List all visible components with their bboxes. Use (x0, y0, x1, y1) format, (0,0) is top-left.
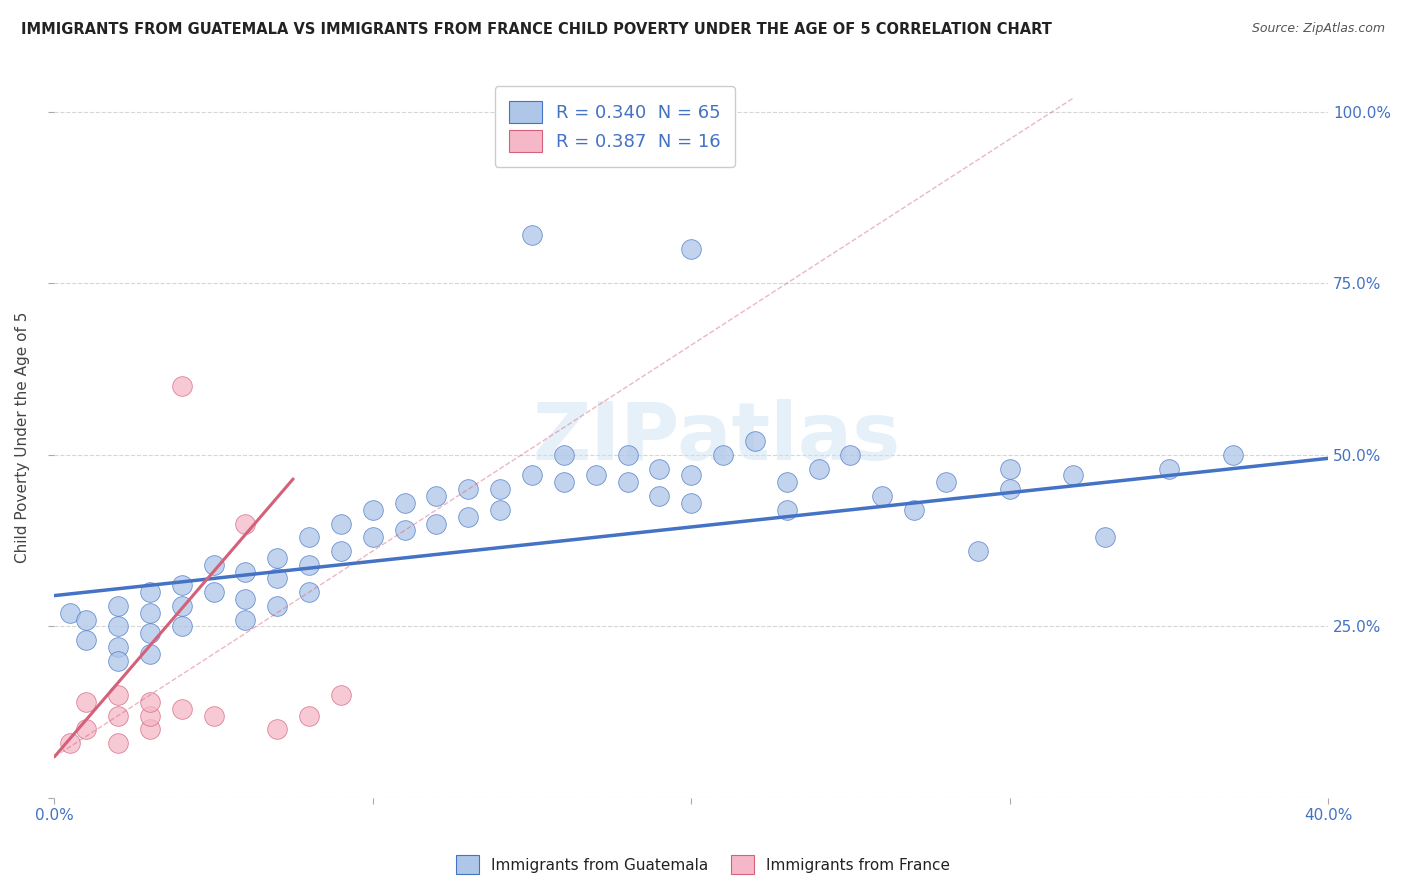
Point (170, 379, 193, 393)
Point (202, 585, 225, 599)
Point (553, 448, 575, 462)
Point (776, 503, 799, 517)
Point (425, 516, 447, 531)
Point (711, 448, 734, 462)
Point (776, 475, 799, 490)
Point (998, 482, 1021, 496)
Point (329, 688, 352, 702)
Point (139, 708, 162, 723)
Point (616, 475, 638, 490)
Point (202, 558, 225, 572)
Point (107, 736, 129, 750)
Point (170, 619, 193, 633)
Point (807, 461, 830, 475)
Point (1222, 448, 1244, 462)
Point (139, 606, 162, 620)
Point (839, 448, 862, 462)
Point (107, 688, 129, 702)
Point (872, 489, 894, 503)
Point (329, 516, 352, 531)
Point (935, 475, 957, 490)
Point (107, 654, 129, 668)
Point (202, 708, 225, 723)
Point (139, 647, 162, 661)
Point (139, 695, 162, 709)
Point (520, 228, 543, 243)
Point (744, 434, 766, 449)
Point (75, 633, 97, 648)
Point (457, 509, 479, 524)
Point (139, 626, 162, 640)
Point (139, 723, 162, 737)
Point (585, 468, 607, 483)
Point (616, 448, 638, 462)
Point (107, 640, 129, 654)
Point (170, 702, 193, 716)
Point (75, 613, 97, 627)
Point (457, 482, 479, 496)
Point (235, 516, 257, 531)
Point (966, 544, 988, 558)
Point (139, 585, 162, 599)
Point (998, 461, 1021, 475)
Point (1062, 468, 1084, 483)
Point (648, 489, 671, 503)
Point (235, 613, 257, 627)
Point (59, 606, 82, 620)
Point (1157, 461, 1180, 475)
Point (266, 571, 288, 585)
Point (329, 544, 352, 558)
Legend: Immigrants from Guatemala, Immigrants from France: Immigrants from Guatemala, Immigrants fr… (450, 849, 956, 880)
Point (394, 524, 416, 538)
Point (266, 599, 288, 613)
Point (394, 496, 416, 510)
Text: IMMIGRANTS FROM GUATEMALA VS IMMIGRANTS FROM FRANCE CHILD POVERTY UNDER THE AGE : IMMIGRANTS FROM GUATEMALA VS IMMIGRANTS … (21, 22, 1052, 37)
Point (361, 530, 384, 544)
Point (59, 736, 82, 750)
Point (648, 461, 671, 475)
Point (298, 558, 321, 572)
Point (681, 468, 703, 483)
Point (489, 482, 512, 496)
Point (235, 565, 257, 579)
Point (1094, 530, 1116, 544)
Point (266, 723, 288, 737)
Point (681, 496, 703, 510)
Point (361, 503, 384, 517)
Point (107, 619, 129, 633)
Point (553, 475, 575, 490)
Text: ZIPatlas: ZIPatlas (533, 399, 901, 476)
Point (170, 578, 193, 592)
Legend: R = 0.340  N = 65, R = 0.387  N = 16: R = 0.340 N = 65, R = 0.387 N = 16 (495, 87, 735, 167)
Point (298, 585, 321, 599)
Point (298, 530, 321, 544)
Point (425, 489, 447, 503)
Point (235, 592, 257, 607)
Text: Source: ZipAtlas.com: Source: ZipAtlas.com (1251, 22, 1385, 36)
Y-axis label: Child Poverty Under the Age of 5: Child Poverty Under the Age of 5 (15, 312, 30, 564)
Point (75, 695, 97, 709)
Point (903, 503, 925, 517)
Point (681, 242, 703, 256)
Point (75, 723, 97, 737)
Point (520, 468, 543, 483)
Point (107, 599, 129, 613)
Point (266, 550, 288, 565)
Point (107, 708, 129, 723)
Point (298, 708, 321, 723)
Point (170, 599, 193, 613)
Point (489, 503, 512, 517)
